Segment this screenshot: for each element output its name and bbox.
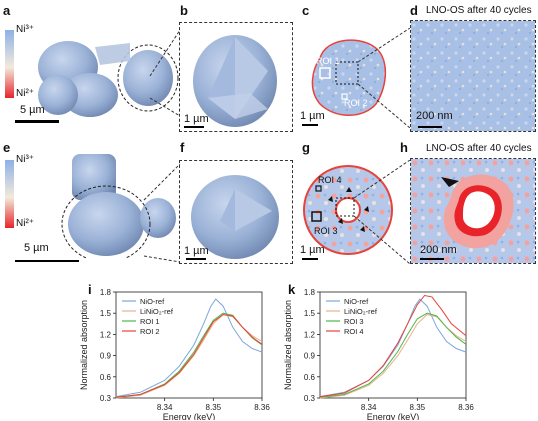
panel-f-label: f [180,140,185,155]
y-axis-label: Normalized absorption [79,300,89,390]
legend-label: LiNiO₂-ref [344,307,378,316]
legend-label: NiO-ref [344,297,369,306]
panel-c-slice [311,28,410,128]
colorbar-a-bottom: Ni²⁺ [16,88,35,99]
series-line-4 [319,294,467,398]
panel-d-image [410,20,536,132]
chart-i: 0.3 0.6 0.9 1.2 1.5 1.8 8.34 8.35 8.36 Energy (ke… [79,288,270,420]
y-tick-label: 0.6 [304,373,316,382]
legend-label: LiNiO₂-ref [140,307,174,316]
legend-label: ROI 2 [140,327,160,336]
x-tick-label: 8.35 [410,403,426,412]
y-tick-label: 1.2 [100,330,112,339]
y-tick-label: 1.8 [100,288,112,297]
plot-frame [115,291,263,399]
y-tick-label: 0.3 [100,394,112,403]
scalebar-d-label: 200 nm [416,110,453,122]
x-axis-label: Energy (keV) [163,412,216,420]
panel-h-title: LNO-OS after 40 cycles [426,143,532,154]
particle-cluster-e [61,154,176,258]
particle-cluster-a [38,41,179,117]
colorbar-e [5,160,14,228]
roi2-label: ROI 2 [344,98,368,108]
scalebar-h-label: 200 nm [420,244,457,256]
panel-h-label: h [400,140,408,155]
x-axis-label: Energy (keV) [367,412,420,420]
y-tick-label: 0.9 [100,352,112,361]
scalebar-b [184,126,204,128]
panel-e-label: e [3,140,11,155]
x-tick-label: 8.36 [254,403,270,412]
scalebar-a [15,120,59,123]
scalebar-g-label: 1 µm [300,244,325,256]
colorbar-e-bottom: Ni²⁺ [16,218,35,229]
colorbar-e-top: Ni³⁺ [16,154,35,165]
y-tick-label: 0.9 [304,352,316,361]
scalebar-b-label: 1 µm [184,113,209,125]
roi1-label: ROI 1 [316,56,340,66]
roi4-label: ROI 4 [318,175,342,185]
legend-label: NiO-ref [140,297,165,306]
scalebar-c [302,124,318,126]
x-tick-label: 8.34 [157,403,173,412]
chart-k: 0.3 0.6 0.9 1.2 1.5 1.8 8.34 8.35 8.36 Energy (ke… [283,288,474,420]
plot-frame [319,291,467,399]
y-tick-label: 1.2 [304,330,316,339]
panel-d-title: LNO-OS after 40 cycles [426,5,532,16]
y-tick-label: 0.6 [100,373,112,382]
panel-f-image [179,160,293,264]
panel-g-slice [303,160,410,264]
panel-h-image [410,158,536,264]
panel-g-label: g [302,140,310,155]
y-tick-label: 0.3 [304,394,316,403]
colorbar-a-top: Ni³⁺ [16,24,35,35]
scalebar-a-label: 5 µm [20,104,45,116]
scalebar-f [186,258,206,260]
legend-label: ROI 1 [140,317,160,326]
y-tick-label: 1.5 [304,309,316,318]
x-tick-label: 8.36 [458,403,474,412]
roi3-label: ROI 3 [314,226,338,236]
series-line-4 [115,314,263,398]
panel-c-label: c [302,3,310,18]
scalebar-d [418,126,442,128]
series-line-2 [319,314,467,399]
scalebar-f-label: 1 µm [184,245,209,257]
panel-a-label: a [3,3,11,18]
scalebar-e [15,260,79,262]
panel-b-image [179,22,293,132]
zoom-lines-ab [149,29,181,117]
x-tick-label: 8.35 [206,403,222,412]
panel-k-label: k [288,282,296,297]
panel-d-label: d [410,3,418,18]
scalebar-c-label: 1 µm [300,110,325,122]
panel-i-label: i [88,282,92,297]
legend-label: ROI 3 [344,317,364,326]
panel-b-label: b [180,3,188,18]
series-line-3 [319,312,467,398]
series-line-2 [115,314,263,399]
scalebar-h [420,258,444,260]
scalebar-g [302,258,318,260]
series-line-3 [115,312,263,398]
x-tick-label: 8.34 [361,403,377,412]
y-axis-label: Normalized absorption [283,300,293,390]
series-line-1 [115,298,263,398]
y-tick-label: 1.5 [100,309,112,318]
legend-label: ROI 4 [344,327,364,336]
scalebar-e-label: 5 µm [24,242,49,254]
y-tick-label: 1.8 [304,288,316,297]
colorbar-a [5,30,14,98]
zoom-lines-ef [143,163,181,263]
